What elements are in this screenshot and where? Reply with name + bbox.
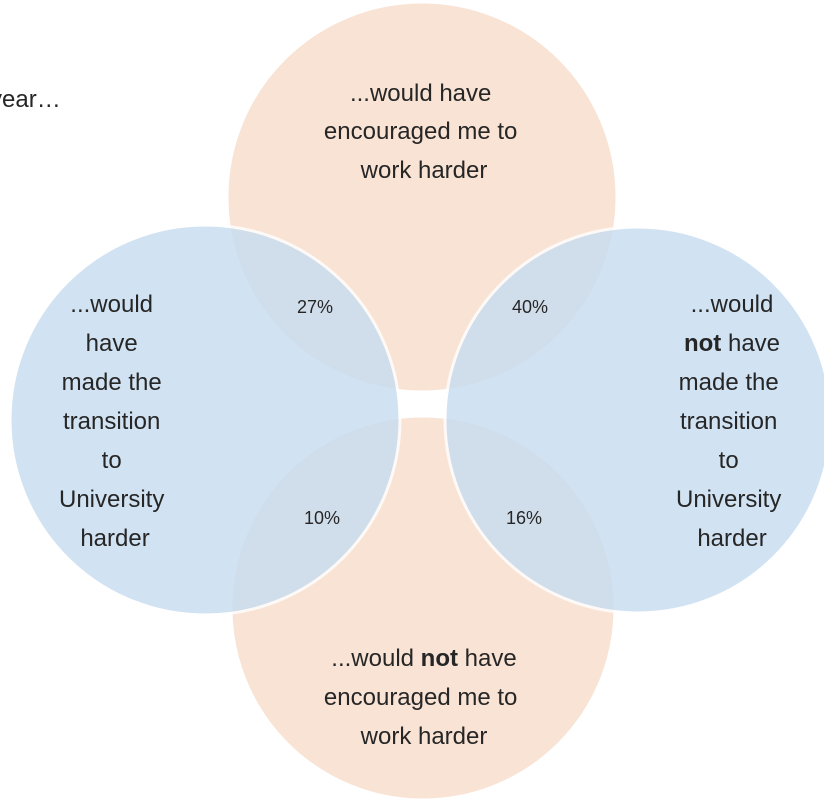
circle-right-rest: made the transition to University harder xyxy=(676,369,788,552)
circle-bottom-line-2: encouraged me to xyxy=(324,684,517,711)
circle-bottom-not-bold: not xyxy=(421,645,458,672)
circle-left-line-5: to xyxy=(102,447,122,474)
overlap-bottom-left-pct: 10% xyxy=(304,508,340,528)
circle-right-not-harder-transition xyxy=(443,225,824,615)
intro-text: year… xyxy=(0,86,61,113)
circle-right-line-6: University xyxy=(676,486,781,513)
circle-left-line-7: harder xyxy=(80,525,149,552)
circle-top-line-2: encouraged me to xyxy=(324,118,517,145)
circle-bottom-line-3: work harder xyxy=(360,723,488,750)
circle-left-line-1: ...would xyxy=(70,291,153,318)
circle-top-label: ...would have encouraged me to work hard… xyxy=(324,80,524,184)
circle-right-label: ...would xyxy=(691,291,774,318)
circle-left-line-4: transition xyxy=(63,408,160,435)
circle-right-not-bold: not xyxy=(684,330,721,357)
overlap-top-left-pct: 27% xyxy=(297,297,333,317)
circle-left-line-6: University xyxy=(59,486,164,513)
circle-top-line-3: work harder xyxy=(360,157,488,184)
circle-top-line-1: ...would have xyxy=(350,80,491,107)
circle-left-line-3: made the xyxy=(62,369,162,396)
circle-right-line-5: to xyxy=(719,447,739,474)
overlap-top-right-pct: 40% xyxy=(512,297,548,317)
circle-right-line-3: made the xyxy=(679,369,779,396)
circle-left-label: ...would have made the transition to Uni… xyxy=(59,291,171,552)
circle-left-line-2: have xyxy=(86,330,138,357)
circle-right-line-4: transition xyxy=(680,408,777,435)
circle-right-line-2: not have xyxy=(684,330,780,357)
overlap-bottom-right-pct: 16% xyxy=(506,508,542,528)
circle-bottom-line-1-suffix: have xyxy=(458,645,517,672)
circle-left-harder-transition xyxy=(8,223,402,617)
circle-bottom-line-1-prefix: ...would xyxy=(331,645,420,672)
circle-bottom-rest: encouraged me to work harder xyxy=(324,684,524,750)
circle-right-line-2-rest: have xyxy=(721,330,780,357)
circle-right-line-7: harder xyxy=(697,525,766,552)
circle-right-line-1: ...would xyxy=(691,291,774,318)
circle-bottom-line-1: ...would not have xyxy=(331,645,516,672)
